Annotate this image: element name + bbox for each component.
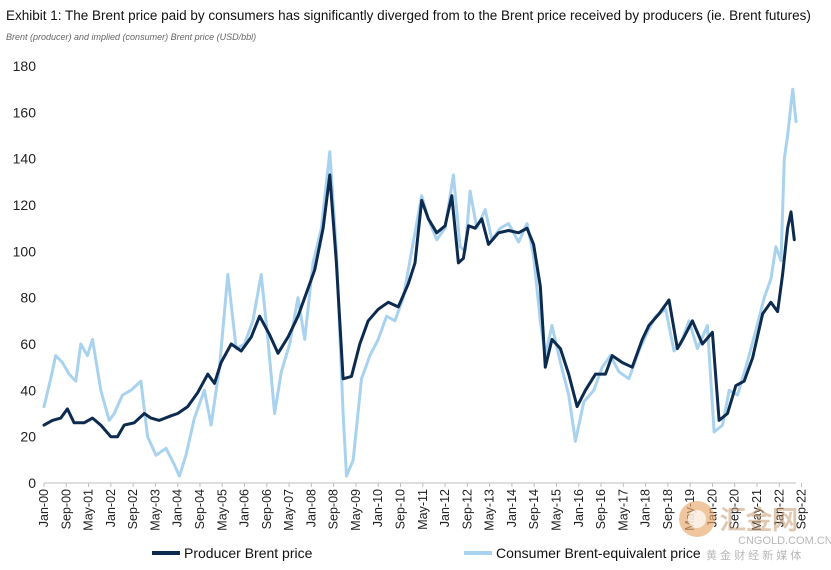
x-tick-label: Sep-14 <box>527 489 541 529</box>
x-tick-label: May-21 <box>750 489 764 531</box>
x-tick-label: Jan-04 <box>171 489 185 527</box>
legend-label-consumer: Consumer Brent-equivalent price <box>496 545 701 561</box>
x-axis: Jan-00 Sep-00 May-01 Jan-02 Sep-02 May-03 Jan-… <box>37 482 809 531</box>
x-tick-label: Sep-08 <box>327 489 341 529</box>
series-line-consumer <box>42 87 798 478</box>
y-tick-label: 160 <box>13 104 37 120</box>
y-tick-label: 40 <box>20 382 36 398</box>
chart-title: Exhibit 1: The Brent price paid by consu… <box>6 8 811 23</box>
x-tick-label: Sep-16 <box>594 489 608 529</box>
x-tick-label: Sep-10 <box>394 489 408 529</box>
y-tick-label: 120 <box>13 197 37 213</box>
y-axis: 0 20 40 60 80 100 120 140 160 180 <box>13 58 37 491</box>
x-tick-label: Sep-20 <box>728 489 742 529</box>
legend: Producer Brent price Consumer Brent-equi… <box>152 545 701 561</box>
chart-subtitle: Brent (producer) and implied (consumer) … <box>6 32 257 42</box>
y-tick-label: 80 <box>20 290 36 306</box>
y-tick-label: 140 <box>13 151 37 167</box>
x-tick-label: Sep-00 <box>59 489 73 529</box>
x-tick-label: Jan-22 <box>772 489 786 527</box>
x-tick-label: May-11 <box>416 489 430 530</box>
x-tick-label: May-09 <box>349 489 363 531</box>
x-tick-label: Jan-14 <box>505 489 519 527</box>
x-tick-label: May-05 <box>215 489 229 531</box>
legend-label-producer: Producer Brent price <box>184 545 313 561</box>
x-tick-label: Jan-08 <box>304 489 318 527</box>
x-tick-label: Sep-22 <box>795 489 809 529</box>
y-tick-label: 60 <box>20 336 36 352</box>
series-layer <box>42 87 798 478</box>
y-tick-label: 0 <box>28 475 36 491</box>
x-tick-label: Jan-18 <box>639 489 653 527</box>
x-tick-label: Jan-12 <box>438 489 452 527</box>
x-tick-label: May-01 <box>82 489 96 531</box>
x-tick-label: Jan-16 <box>572 489 586 527</box>
x-tick-label: May-17 <box>616 489 630 531</box>
series-line-producer <box>42 173 796 439</box>
watermark-coin-inner-icon <box>688 510 706 528</box>
x-tick-label: Sep-04 <box>193 489 207 529</box>
x-tick-label: Jan-00 <box>37 489 51 527</box>
y-tick-label: 100 <box>13 243 37 259</box>
watermark-tagline: 黄 金 财 经 新 媒 体 <box>706 548 801 562</box>
x-tick-label: Jan-10 <box>371 489 385 527</box>
x-tick-label: Jan-06 <box>238 489 252 527</box>
x-tick-label: Sep-06 <box>260 489 274 529</box>
x-tick-label: Sep-12 <box>460 489 474 529</box>
x-tick-label: Jan-02 <box>104 489 118 527</box>
y-tick-label: 180 <box>13 58 37 74</box>
watermark-text: 汇金网 <box>720 505 798 535</box>
x-tick-label: Sep-02 <box>126 489 140 529</box>
y-tick-label: 20 <box>20 429 36 445</box>
x-tick-label: May-03 <box>148 489 162 531</box>
x-tick-label: May-07 <box>282 489 296 531</box>
x-tick-label: May-15 <box>549 489 563 531</box>
watermark-logo: 汇金网 CNGOLD.COM.CN 黄 金 财 经 新 媒 体 <box>679 501 831 562</box>
x-tick-label: May-13 <box>483 489 497 531</box>
watermark-sub: CNGOLD.COM.CN <box>738 535 831 547</box>
x-tick-label: Sep-18 <box>661 489 675 529</box>
